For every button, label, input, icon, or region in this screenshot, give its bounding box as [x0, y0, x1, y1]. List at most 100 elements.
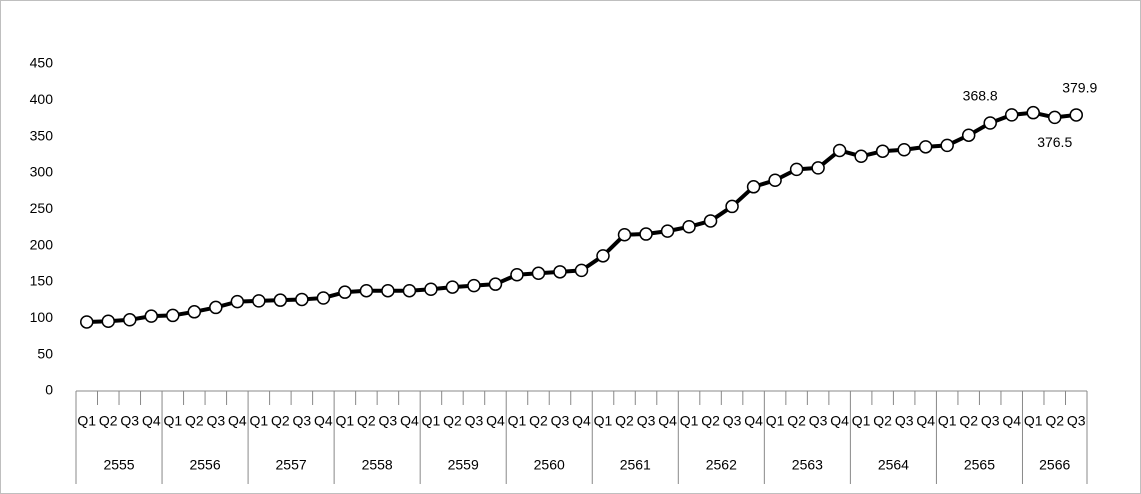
point — [746, 180, 761, 194]
point — [144, 309, 159, 323]
x-tick-label: Q1 — [938, 413, 957, 429]
x-tick-label: Q2 — [959, 413, 978, 429]
group-label: 2557 — [276, 457, 307, 473]
point — [510, 267, 524, 282]
y-tick-label: 50 — [37, 345, 53, 361]
x-tick-label: Q1 — [422, 413, 441, 429]
x-tick-label: Q2 — [529, 413, 548, 429]
group-label: 2559 — [448, 457, 479, 473]
point — [940, 138, 954, 153]
point — [768, 173, 782, 188]
y-tick-label: 200 — [30, 236, 54, 252]
y-tick-label: 100 — [30, 309, 54, 325]
point — [488, 277, 503, 291]
x-tick-label: Q2 — [185, 413, 204, 429]
x-tick-label: Q3 — [809, 413, 828, 429]
x-tick-label: Q4 — [744, 413, 763, 429]
point — [639, 227, 653, 241]
group-label: 2560 — [534, 457, 565, 473]
point — [703, 214, 718, 228]
y-tick-label: 250 — [30, 200, 54, 216]
point — [918, 140, 933, 154]
x-tick-label: Q1 — [163, 413, 182, 429]
point — [123, 313, 137, 327]
point — [1047, 110, 1062, 125]
point — [811, 161, 825, 175]
point — [617, 228, 632, 242]
x-tick-label: Q4 — [400, 413, 419, 429]
group-label: 2558 — [362, 457, 393, 473]
point — [854, 149, 868, 164]
x-tick-label: Q2 — [615, 413, 634, 429]
x-tick-label: Q3 — [120, 413, 139, 429]
x-tick-label: Q1 — [249, 413, 268, 429]
y-tick-label: 400 — [30, 91, 54, 107]
x-tick-label: Q1 — [1024, 413, 1043, 429]
x-tick-label: Q4 — [486, 413, 505, 429]
x-tick-label: Q4 — [1002, 413, 1021, 429]
x-tick-label: Q1 — [852, 413, 871, 429]
point — [230, 294, 245, 309]
x-tick-label: Q1 — [594, 413, 613, 429]
point — [832, 143, 847, 158]
data-label: 376.5 — [1037, 134, 1072, 150]
group-label: 2564 — [878, 457, 909, 473]
y-tick-label: 150 — [30, 273, 54, 289]
point — [596, 249, 610, 263]
x-tick-label: Q3 — [551, 413, 570, 429]
group-label: 2562 — [706, 457, 737, 473]
group-label: 2556 — [189, 457, 220, 473]
point — [875, 144, 890, 158]
x-tick-label: Q4 — [228, 413, 247, 429]
x-tick-label: Q2 — [271, 413, 290, 429]
point — [983, 116, 997, 130]
x-tick-label: Q1 — [77, 413, 96, 429]
x-tick-label: Q1 — [336, 413, 355, 429]
point — [682, 220, 696, 234]
point — [467, 278, 481, 293]
point — [531, 266, 546, 281]
y-tick-label: 0 — [45, 382, 53, 398]
x-tick-label: Q4 — [142, 413, 161, 429]
x-tick-label: Q3 — [981, 413, 1000, 429]
point — [359, 283, 374, 298]
x-tick-label: Q2 — [99, 413, 118, 429]
point — [101, 314, 116, 328]
point — [80, 315, 94, 329]
x-tick-label: Q3 — [1067, 413, 1086, 429]
x-tick-label: Q1 — [680, 413, 699, 429]
point — [402, 283, 417, 298]
x-tick-label: Q2 — [1045, 413, 1064, 429]
data-label: 368.8 — [963, 88, 998, 104]
point — [338, 285, 352, 299]
data-label: 379.9 — [1062, 80, 1097, 96]
y-tick-label: 300 — [30, 164, 54, 180]
x-tick-label: Q3 — [206, 413, 225, 429]
point — [187, 305, 202, 319]
point — [897, 142, 911, 157]
x-tick-label: Q3 — [379, 413, 398, 429]
point — [316, 291, 331, 305]
point — [295, 292, 309, 307]
x-tick-label: Q2 — [701, 413, 720, 429]
point — [553, 265, 567, 279]
group-label: 2563 — [792, 457, 823, 473]
point — [789, 162, 804, 177]
group-label: 2566 — [1039, 457, 1070, 473]
x-tick-label: Q2 — [873, 413, 892, 429]
point — [1004, 108, 1019, 122]
y-tick-label: 350 — [30, 127, 54, 143]
x-tick-label: Q2 — [787, 413, 806, 429]
point — [166, 308, 180, 323]
point — [381, 283, 395, 298]
point — [574, 263, 589, 278]
point — [209, 300, 223, 315]
group-label: 2561 — [620, 457, 651, 473]
x-tick-label: Q3 — [465, 413, 484, 429]
point — [252, 294, 266, 308]
point — [1069, 108, 1083, 122]
x-tick-label: Q4 — [830, 413, 849, 429]
x-tick-label: Q3 — [723, 413, 742, 429]
